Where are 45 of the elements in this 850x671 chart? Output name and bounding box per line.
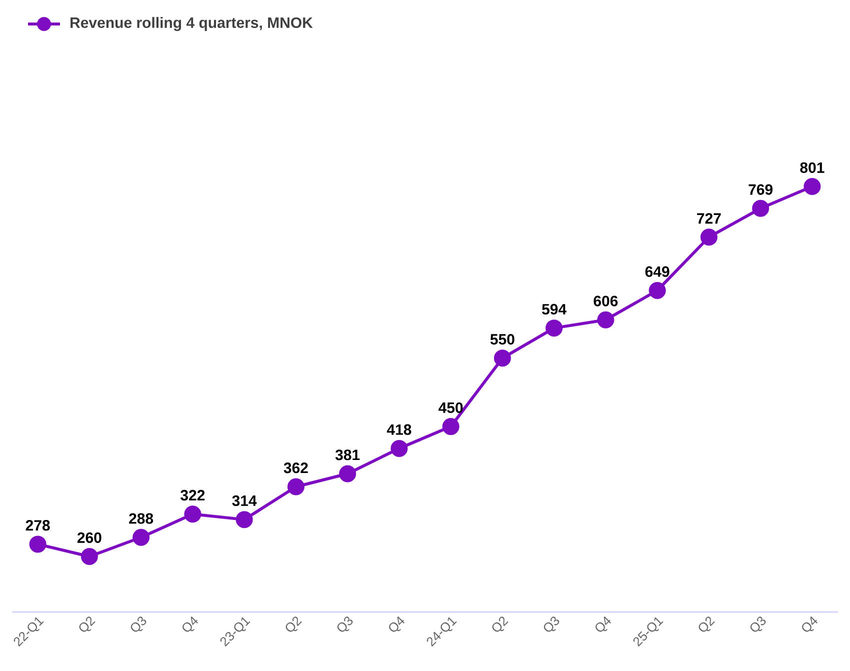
data-label: 278 (26, 520, 50, 531)
x-tick-label: Q2 (79, 616, 96, 632)
data-label: 381 (335, 450, 360, 460)
data-label: 769 (748, 184, 773, 195)
legend-label: Revenue rolling 4 quarters, MNOK (70, 16, 313, 32)
data-label: 260 (77, 532, 102, 543)
x-tick-label: Q2 (286, 616, 302, 632)
x-tick-label: Q4 (389, 616, 404, 632)
x-tick-label: Q3 (750, 616, 766, 632)
data-label: 801 (800, 162, 824, 173)
point (236, 511, 253, 528)
x-tick-label: Q3 (544, 616, 560, 632)
x-tick-label: Q4 (802, 616, 818, 632)
point (804, 178, 821, 195)
x-tick-label: Q4 (182, 616, 198, 632)
data-label: 649 (645, 266, 670, 277)
point (29, 536, 46, 553)
point (287, 478, 304, 496)
data-label: 594 (542, 304, 567, 315)
data-label: 288 (129, 513, 154, 524)
data-label: 550 (490, 334, 514, 345)
data-label: 322 (180, 490, 205, 501)
point (700, 228, 718, 246)
point (184, 506, 202, 523)
x-tick-label: Q3 (130, 616, 146, 632)
data-label: 314 (232, 495, 257, 506)
data-label: 362 (284, 462, 308, 474)
point (648, 282, 666, 299)
x-tick-label: Q2 (698, 616, 715, 632)
point (442, 418, 460, 436)
data-label: 606 (594, 296, 618, 306)
point (390, 440, 408, 457)
point (80, 548, 98, 565)
point (597, 311, 614, 328)
data-label: 727 (697, 213, 721, 224)
point (752, 200, 770, 217)
x-tick-label: Q4 (596, 616, 611, 632)
point (494, 350, 511, 367)
x-tick-label: Q3 (337, 616, 353, 632)
point (339, 465, 356, 482)
data-label: 450 (438, 402, 463, 414)
point (546, 320, 563, 337)
data-label: 418 (386, 424, 412, 435)
x-tick-label: Q2 (492, 616, 508, 632)
point (132, 528, 150, 546)
